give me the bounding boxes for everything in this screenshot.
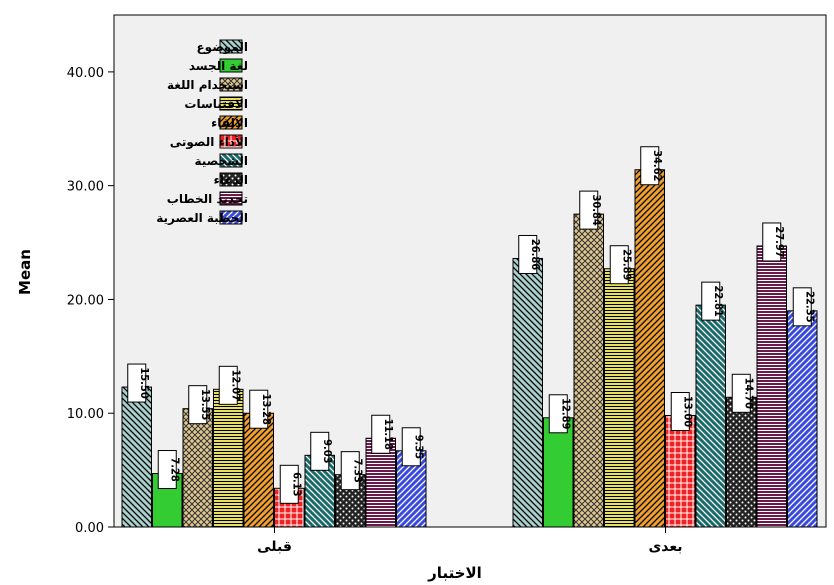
- bar: [121, 386, 152, 528]
- x-axis: قبلى بعدى: [257, 527, 683, 555]
- legend-item: الشخصية: [195, 153, 248, 168]
- svg-text:6.13: 6.13: [290, 472, 303, 497]
- data-label: 15.50: [127, 363, 151, 403]
- data-label: 27.97: [762, 222, 786, 262]
- legend-swatch: [219, 191, 243, 206]
- svg-text:34.62: 34.62: [651, 150, 664, 181]
- legend-swatch: [219, 39, 243, 54]
- legend-item: الاقتباسات: [184, 96, 248, 111]
- legend-item: الخطبة العصرية: [156, 210, 248, 225]
- data-label: 13.55: [188, 385, 212, 425]
- data-label: 7.28: [157, 450, 181, 490]
- data-label: 9.03: [310, 431, 334, 471]
- data-label: 12.07: [218, 365, 242, 405]
- svg-text:30.84: 30.84: [590, 194, 603, 225]
- bar: [726, 396, 757, 528]
- bar: [213, 388, 244, 528]
- svg-text:15.50: 15.50: [138, 367, 151, 398]
- legend-item: الالقاء: [211, 115, 248, 130]
- svg-text:27.97: 27.97: [773, 226, 786, 257]
- legend-label: استخدام اللغة: [167, 78, 248, 93]
- svg-text:26.86: 26.86: [529, 239, 542, 270]
- svg-text:25.89: 25.89: [620, 249, 633, 280]
- bar: [243, 412, 274, 528]
- legend-item: الموضوع: [196, 39, 248, 55]
- legend-item: الأداء الصوتى: [170, 134, 248, 150]
- legend-swatch: [219, 77, 243, 92]
- legend-swatch: [219, 115, 243, 130]
- y-tick-label: 30.00: [67, 180, 104, 195]
- data-label: 25.89: [609, 245, 633, 285]
- legend-label: الأداء الصوتى: [170, 134, 248, 150]
- svg-text:11.18: 11.18: [382, 419, 395, 450]
- legend-item: لغة الجسد: [189, 58, 248, 73]
- y-tick-label: 10.00: [67, 407, 104, 422]
- data-label: 14.70: [731, 373, 755, 413]
- data-label: 13.28: [249, 389, 273, 429]
- legend-label: الاقتباسات: [184, 97, 248, 111]
- svg-text:22.35: 22.35: [803, 291, 816, 322]
- svg-text:9.35: 9.35: [412, 435, 425, 460]
- bar: [665, 414, 696, 528]
- bar: [512, 257, 543, 528]
- data-label: 9.35: [401, 427, 425, 467]
- bar: [756, 245, 787, 528]
- bar: [182, 408, 213, 528]
- data-label: 22.81: [701, 281, 725, 321]
- y-tick-label: 20.00: [67, 293, 104, 308]
- x-tick-label: قبلى: [257, 539, 292, 555]
- svg-text:12.89: 12.89: [559, 398, 572, 429]
- data-label: 6.13: [279, 464, 303, 504]
- y-axis: 0.00 10.00 20.00 30.00 40.00: [67, 66, 114, 536]
- legend-label: لغة الجسد: [189, 59, 248, 73]
- x-axis-label: الاختبار: [427, 564, 482, 582]
- legend-swatch: [219, 58, 243, 73]
- y-tick-label: 0.00: [75, 521, 104, 536]
- y-axis-label: Mean: [16, 249, 34, 295]
- x-tick-label: بعدى: [648, 539, 682, 555]
- legend-label: الخطبة العصرية: [156, 211, 248, 225]
- bar: [787, 310, 818, 528]
- data-label: 30.84: [579, 190, 603, 230]
- svg-text:9.03: 9.03: [321, 439, 334, 464]
- svg-text:14.70: 14.70: [742, 378, 755, 409]
- svg-text:13.55: 13.55: [199, 389, 212, 420]
- y-tick-label: 40.00: [67, 66, 104, 81]
- data-label: 22.35: [792, 287, 816, 327]
- data-label: 13.00: [670, 391, 694, 431]
- bar: [604, 268, 635, 528]
- bar: [543, 417, 574, 528]
- legend-label: تحديد الخطاب: [167, 192, 248, 206]
- legend-item: استخدام اللغة: [167, 77, 248, 93]
- svg-text:22.81: 22.81: [712, 285, 725, 316]
- svg-text:13.00: 13.00: [681, 396, 694, 427]
- data-label: 26.86: [518, 234, 542, 274]
- legend-item: تحديد الخطاب: [167, 191, 248, 206]
- legend-swatch: [219, 96, 243, 111]
- legend-swatch: [219, 210, 243, 225]
- bar: [573, 213, 604, 528]
- legend-swatch: [219, 153, 243, 168]
- legend-label: الالقاء: [211, 116, 248, 130]
- svg-text:12.07: 12.07: [229, 370, 242, 401]
- legend-label: الشخصية: [195, 154, 248, 168]
- legend-swatch: [219, 172, 243, 187]
- bar: [695, 304, 726, 528]
- data-label: 7.33: [340, 451, 364, 491]
- legend-swatch: [219, 134, 243, 149]
- svg-text:7.33: 7.33: [351, 458, 364, 483]
- legend-item: الدعاء: [214, 172, 248, 187]
- svg-text:13.28: 13.28: [260, 394, 273, 425]
- data-label: 34.62: [640, 146, 664, 186]
- legend-label: الموضوع: [196, 40, 248, 55]
- svg-text:7.28: 7.28: [168, 457, 181, 482]
- data-label: 12.89: [548, 394, 572, 434]
- legend-label: الدعاء: [214, 173, 248, 187]
- bars-group: 15.50 7.28 13.55 12.07 13.28 6.13 9.03 7.33 11.1…: [121, 146, 818, 528]
- bar: [634, 169, 665, 528]
- legend: الموضوع لغة الجسد استخدام اللغة الاقتباسات ا…: [156, 39, 248, 225]
- data-label: 11.18: [371, 414, 395, 454]
